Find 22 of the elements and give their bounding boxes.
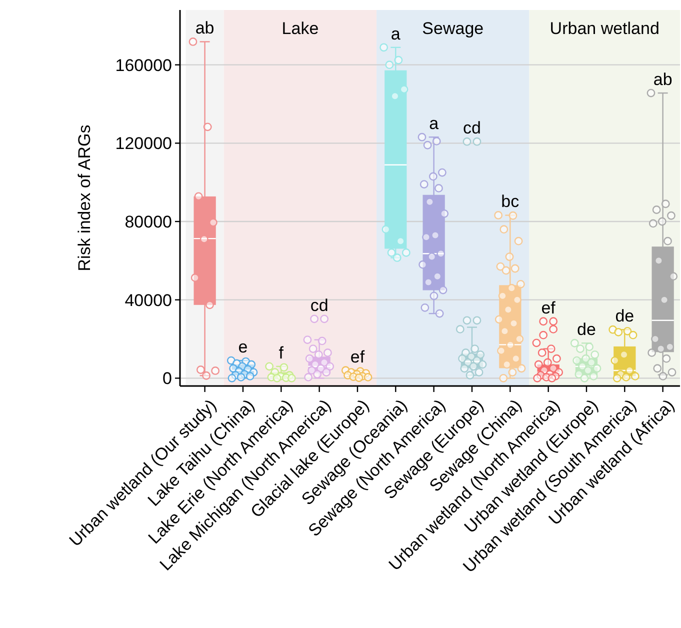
band-label: Sewage (422, 19, 484, 38)
annotation: cd (310, 296, 328, 315)
annotation: f (278, 343, 284, 362)
band-label: Lake (282, 19, 319, 38)
y-axis-title: Risk index of ARGs (75, 124, 94, 272)
annotation: e (238, 338, 248, 357)
y-tick-label: 40000 (124, 290, 172, 310)
annotation: cd (463, 118, 481, 138)
y-tick-label: 80000 (124, 212, 172, 232)
annotation: ef (541, 298, 556, 318)
annotation: a (390, 24, 401, 44)
band-label: Urban wetland (550, 19, 660, 38)
y-tick-label: 160000 (115, 56, 172, 75)
annotation: bc (501, 192, 520, 212)
annotation: ef (350, 347, 365, 366)
annotation: ab (653, 70, 672, 90)
annotation: ab (195, 18, 214, 38)
y-tick-label: 0 (162, 369, 172, 388)
y-tick-label: 120000 (115, 134, 172, 154)
annotation: de (615, 306, 634, 326)
annotation: de (577, 320, 596, 340)
annotation: a (429, 114, 440, 134)
